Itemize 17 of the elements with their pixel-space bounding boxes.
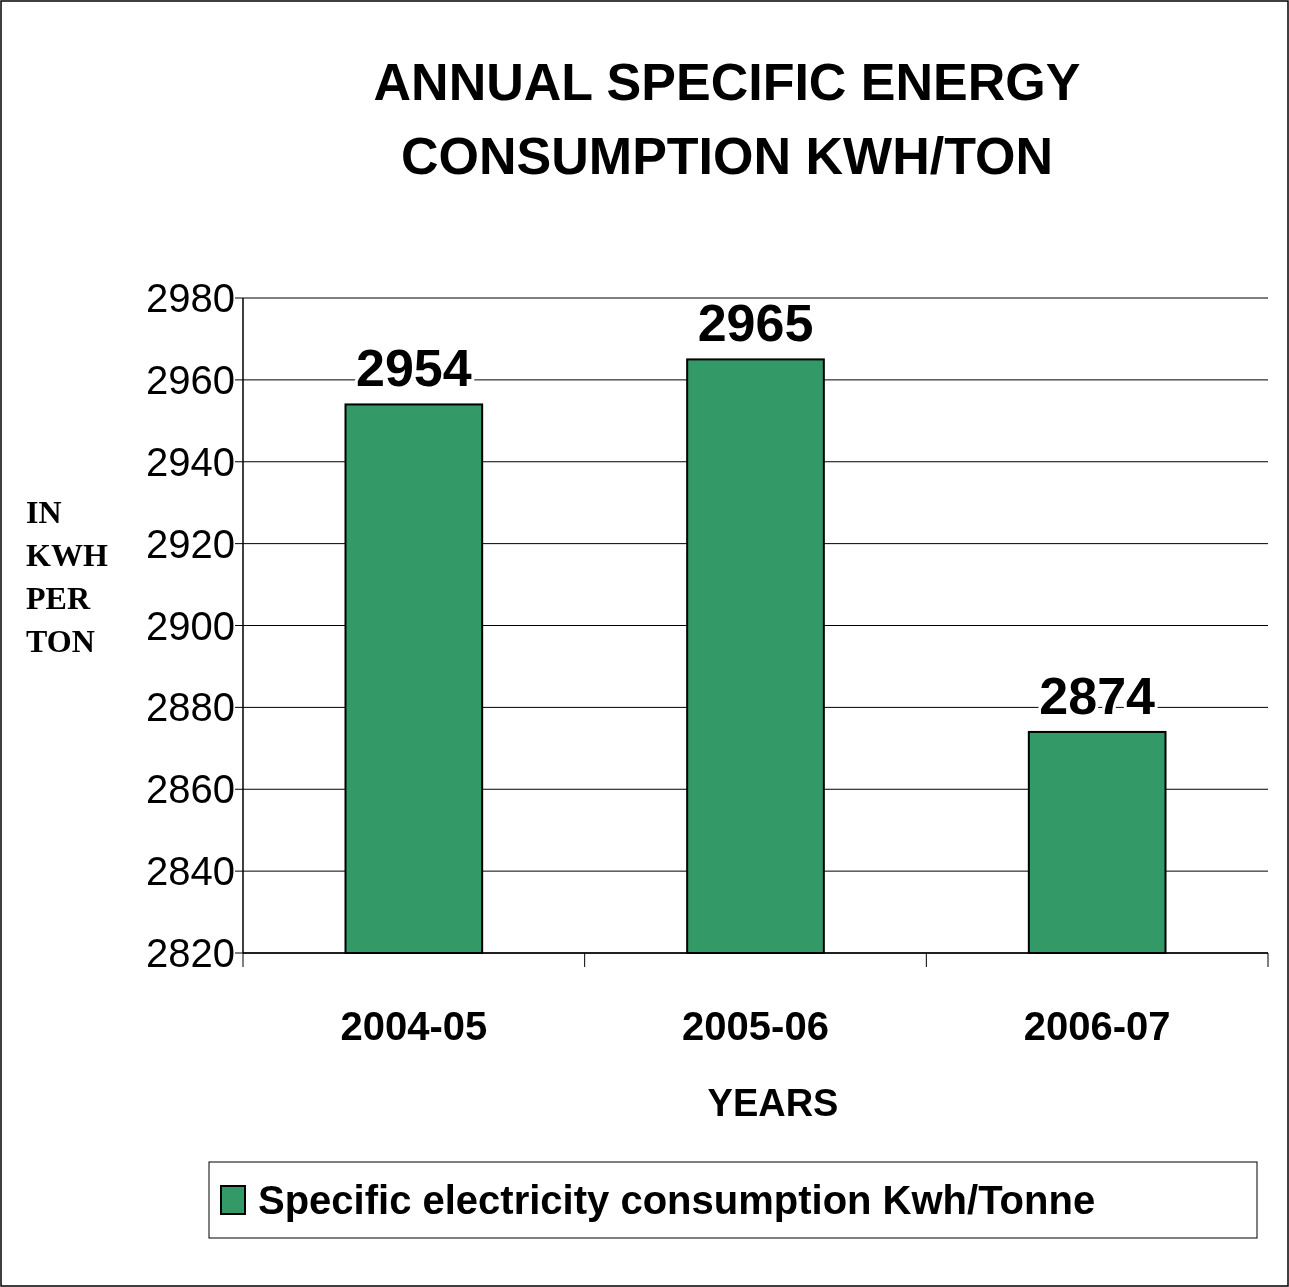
y-axis-title: IN KWH PER TON (26, 494, 108, 659)
y-tick-label: 2840 (146, 849, 235, 894)
x-tick-label: 2004-05 (340, 1004, 488, 1048)
y-tick-label: 2860 (146, 767, 235, 812)
y-tick-label: 2980 (146, 276, 235, 320)
y-tick-label: 2900 (146, 603, 235, 648)
x-tick-label: 2005-06 (682, 1004, 829, 1048)
y-tick-label: 2820 (146, 931, 235, 975)
y-tick-label: 2880 (146, 685, 235, 730)
legend-label: Specific electricity consumption Kwh/Tonne (258, 1178, 1096, 1222)
y-tick-label: 2960 (146, 357, 235, 402)
data-label: 2965 (697, 294, 814, 353)
y-tick-label: 2940 (146, 439, 235, 484)
x-axis-title: YEARS (707, 1082, 839, 1124)
x-tick-label: 2006-07 (1023, 1004, 1171, 1048)
chart-title: ANNUAL SPECIFIC ENERGY CONSUMPTION KWH/TON (373, 53, 1081, 185)
y-tick-label: 2920 (146, 521, 235, 566)
